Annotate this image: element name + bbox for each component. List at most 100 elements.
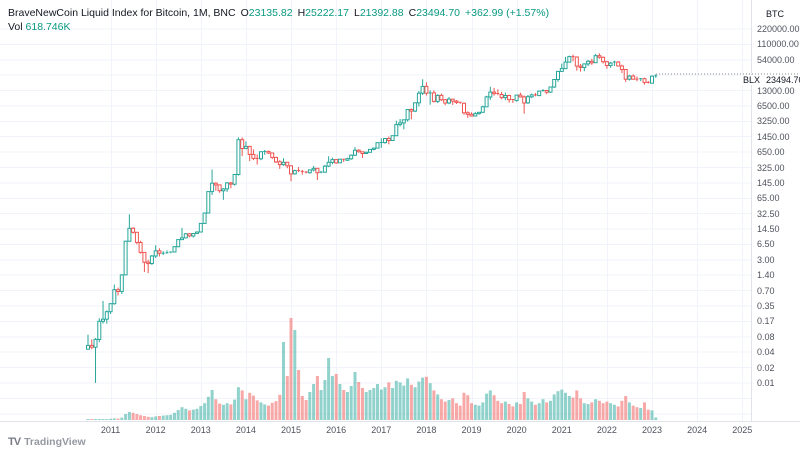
candle-body	[589, 60, 594, 64]
candle-body	[270, 152, 275, 158]
candle-body	[349, 154, 354, 160]
candle-body	[334, 159, 339, 164]
volume-bar	[579, 398, 583, 420]
candle-body	[307, 169, 312, 174]
volume-bar	[206, 396, 210, 420]
candle-body	[484, 96, 489, 108]
year-tick-label: 2011	[100, 425, 121, 435]
volume-bar	[240, 390, 244, 420]
volume-bar	[601, 403, 605, 420]
symbol-title[interactable]: BraveNewCoin Liquid Index for Bitcoin, 1…	[8, 7, 236, 19]
volume-bar	[439, 399, 443, 420]
candle-body	[514, 94, 519, 102]
volume-bar	[530, 401, 534, 420]
candle-body	[337, 158, 342, 164]
volume-bar	[503, 401, 507, 420]
candle-body	[413, 102, 418, 112]
volume-bar	[101, 419, 105, 420]
candle-body	[101, 318, 105, 322]
volume-bar	[496, 400, 500, 420]
volume-bar	[462, 392, 466, 420]
candle-body	[507, 95, 512, 101]
year-tick-label: 2021	[551, 425, 572, 435]
price-tick-label: 0.01	[757, 377, 775, 388]
candle-body	[582, 63, 587, 69]
volume-bar	[308, 392, 312, 420]
year-tick-label: 2020	[506, 425, 527, 435]
volume-bar	[90, 419, 94, 420]
candle-body	[386, 138, 391, 141]
volume-bar	[582, 403, 586, 420]
volume-bar	[409, 384, 413, 420]
candle-body	[123, 240, 128, 276]
candle-body	[315, 167, 320, 174]
tradingview-watermark[interactable]: TV TradingView	[8, 436, 86, 448]
volume-bar	[597, 400, 601, 420]
volume-bar	[154, 416, 158, 420]
candle-body	[593, 55, 598, 64]
volume-bar	[157, 416, 161, 420]
candle-body	[217, 184, 222, 192]
volume-bar	[146, 416, 150, 420]
volume-bar	[293, 330, 297, 420]
volume-bar	[139, 415, 143, 420]
candle-body	[149, 255, 154, 264]
candle-body	[563, 61, 568, 70]
candle-body	[108, 303, 113, 313]
volume-bar	[394, 380, 398, 420]
volume-bar	[575, 390, 579, 420]
candle-body	[522, 96, 527, 104]
price-tick-label: 325.00	[757, 162, 785, 173]
candle-body	[119, 274, 124, 292]
ohlc-open: O23135.82	[240, 7, 293, 19]
volume-bar	[447, 400, 451, 420]
volume-bar	[312, 384, 316, 420]
volume-bar	[251, 395, 255, 420]
year-tick-label: 2019	[461, 425, 482, 435]
volume-bar	[278, 394, 282, 420]
price-axis-currency-label: BTC	[766, 9, 784, 19]
volume-bar	[199, 406, 203, 420]
candle-body	[176, 239, 181, 248]
candle-body	[180, 237, 184, 241]
price-tick-label: 13000.00	[757, 85, 795, 96]
candle-body	[311, 167, 316, 171]
volume-bar	[545, 402, 549, 420]
candle-body	[552, 79, 557, 88]
year-tick-label: 2023	[641, 425, 663, 435]
candle-body	[435, 94, 440, 102]
candle-body	[447, 98, 451, 104]
candle-body	[492, 91, 497, 95]
candle-body	[131, 227, 136, 233]
volume-bar	[330, 376, 334, 420]
volume-bar	[537, 403, 541, 420]
volume-bar	[255, 400, 259, 420]
volume-bar	[533, 404, 537, 420]
volume-bar	[233, 399, 237, 420]
volume-bar	[259, 402, 263, 420]
volume-bar	[594, 399, 598, 420]
volume-bar	[620, 400, 624, 420]
candle-body	[89, 344, 94, 348]
volume-bar	[124, 414, 128, 420]
candle-body	[642, 78, 647, 83]
candle-body	[525, 96, 530, 104]
chart-legend: BraveNewCoin Liquid Index for Bitcoin, 1…	[8, 7, 549, 19]
candle-body	[221, 188, 226, 192]
candle-body	[480, 106, 485, 113]
volume-bar	[127, 412, 131, 420]
price-tick-label: 0.08	[757, 331, 775, 342]
volume-bar	[203, 403, 207, 420]
volume-bar	[161, 415, 165, 420]
volume-bar	[383, 387, 387, 420]
volume-bar	[477, 405, 481, 420]
candle-body	[86, 344, 90, 350]
candle-body	[274, 156, 278, 163]
candle-body	[454, 100, 459, 103]
volume-bar	[421, 377, 425, 420]
candle-body	[601, 56, 606, 63]
volume-bar	[221, 404, 225, 420]
candle-body	[586, 60, 591, 65]
ohlc-high: H25222.17	[297, 7, 349, 19]
